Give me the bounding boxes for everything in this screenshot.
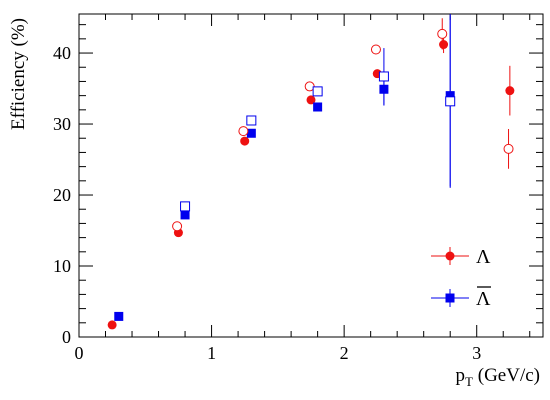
legend-entry: Λ (431, 246, 491, 268)
x-tick-label: 1 (207, 343, 216, 363)
legend-entry: Λ (431, 286, 491, 310)
series-3 (180, 16, 456, 212)
data-point (370, 44, 381, 55)
data-point (172, 221, 183, 232)
data-point (313, 102, 323, 112)
data-point (437, 28, 448, 39)
series-2 (172, 18, 514, 232)
x-axis-label-unit: (GeV/c) (473, 365, 540, 386)
data-point (312, 86, 323, 97)
axes (78, 13, 544, 338)
data-point (439, 40, 449, 50)
data-point (107, 320, 117, 330)
legend-marker (445, 293, 455, 303)
data-point (306, 95, 316, 105)
data-marks (107, 14, 515, 330)
legend: ΛΛ (431, 246, 491, 310)
y-tick-label: 10 (53, 256, 71, 276)
y-axis-label: Efficiency (%) (8, 18, 29, 130)
data-point (503, 143, 514, 154)
y-tick-label: 20 (53, 185, 71, 205)
data-point (246, 115, 257, 126)
x-axis-label: pT (GeV/c) (456, 365, 540, 389)
data-point (114, 311, 124, 321)
data-point (445, 96, 456, 107)
x-tick-label: 0 (75, 343, 84, 363)
legend-label: Λ (476, 246, 491, 268)
data-point (180, 201, 191, 212)
x-tick-label: 3 (472, 343, 481, 363)
x-tick-label: 2 (340, 343, 349, 363)
y-tick-label: 30 (53, 114, 71, 134)
plot-frame (78, 13, 544, 338)
data-point (180, 210, 190, 220)
data-point (378, 71, 389, 82)
data-point (246, 128, 256, 138)
series-1 (114, 14, 455, 321)
axis-ticks (78, 14, 543, 338)
x-axis-label-main: p (456, 365, 466, 386)
data-point (505, 86, 515, 96)
series-0 (107, 36, 515, 330)
x-axis-label-sub: T (465, 374, 473, 389)
data-point (238, 126, 249, 137)
data-point (240, 136, 250, 146)
legend-marker (445, 251, 455, 261)
y-tick-label: 0 (62, 327, 71, 347)
legend-label: Λ (476, 288, 491, 310)
y-tick-label: 40 (53, 43, 71, 63)
